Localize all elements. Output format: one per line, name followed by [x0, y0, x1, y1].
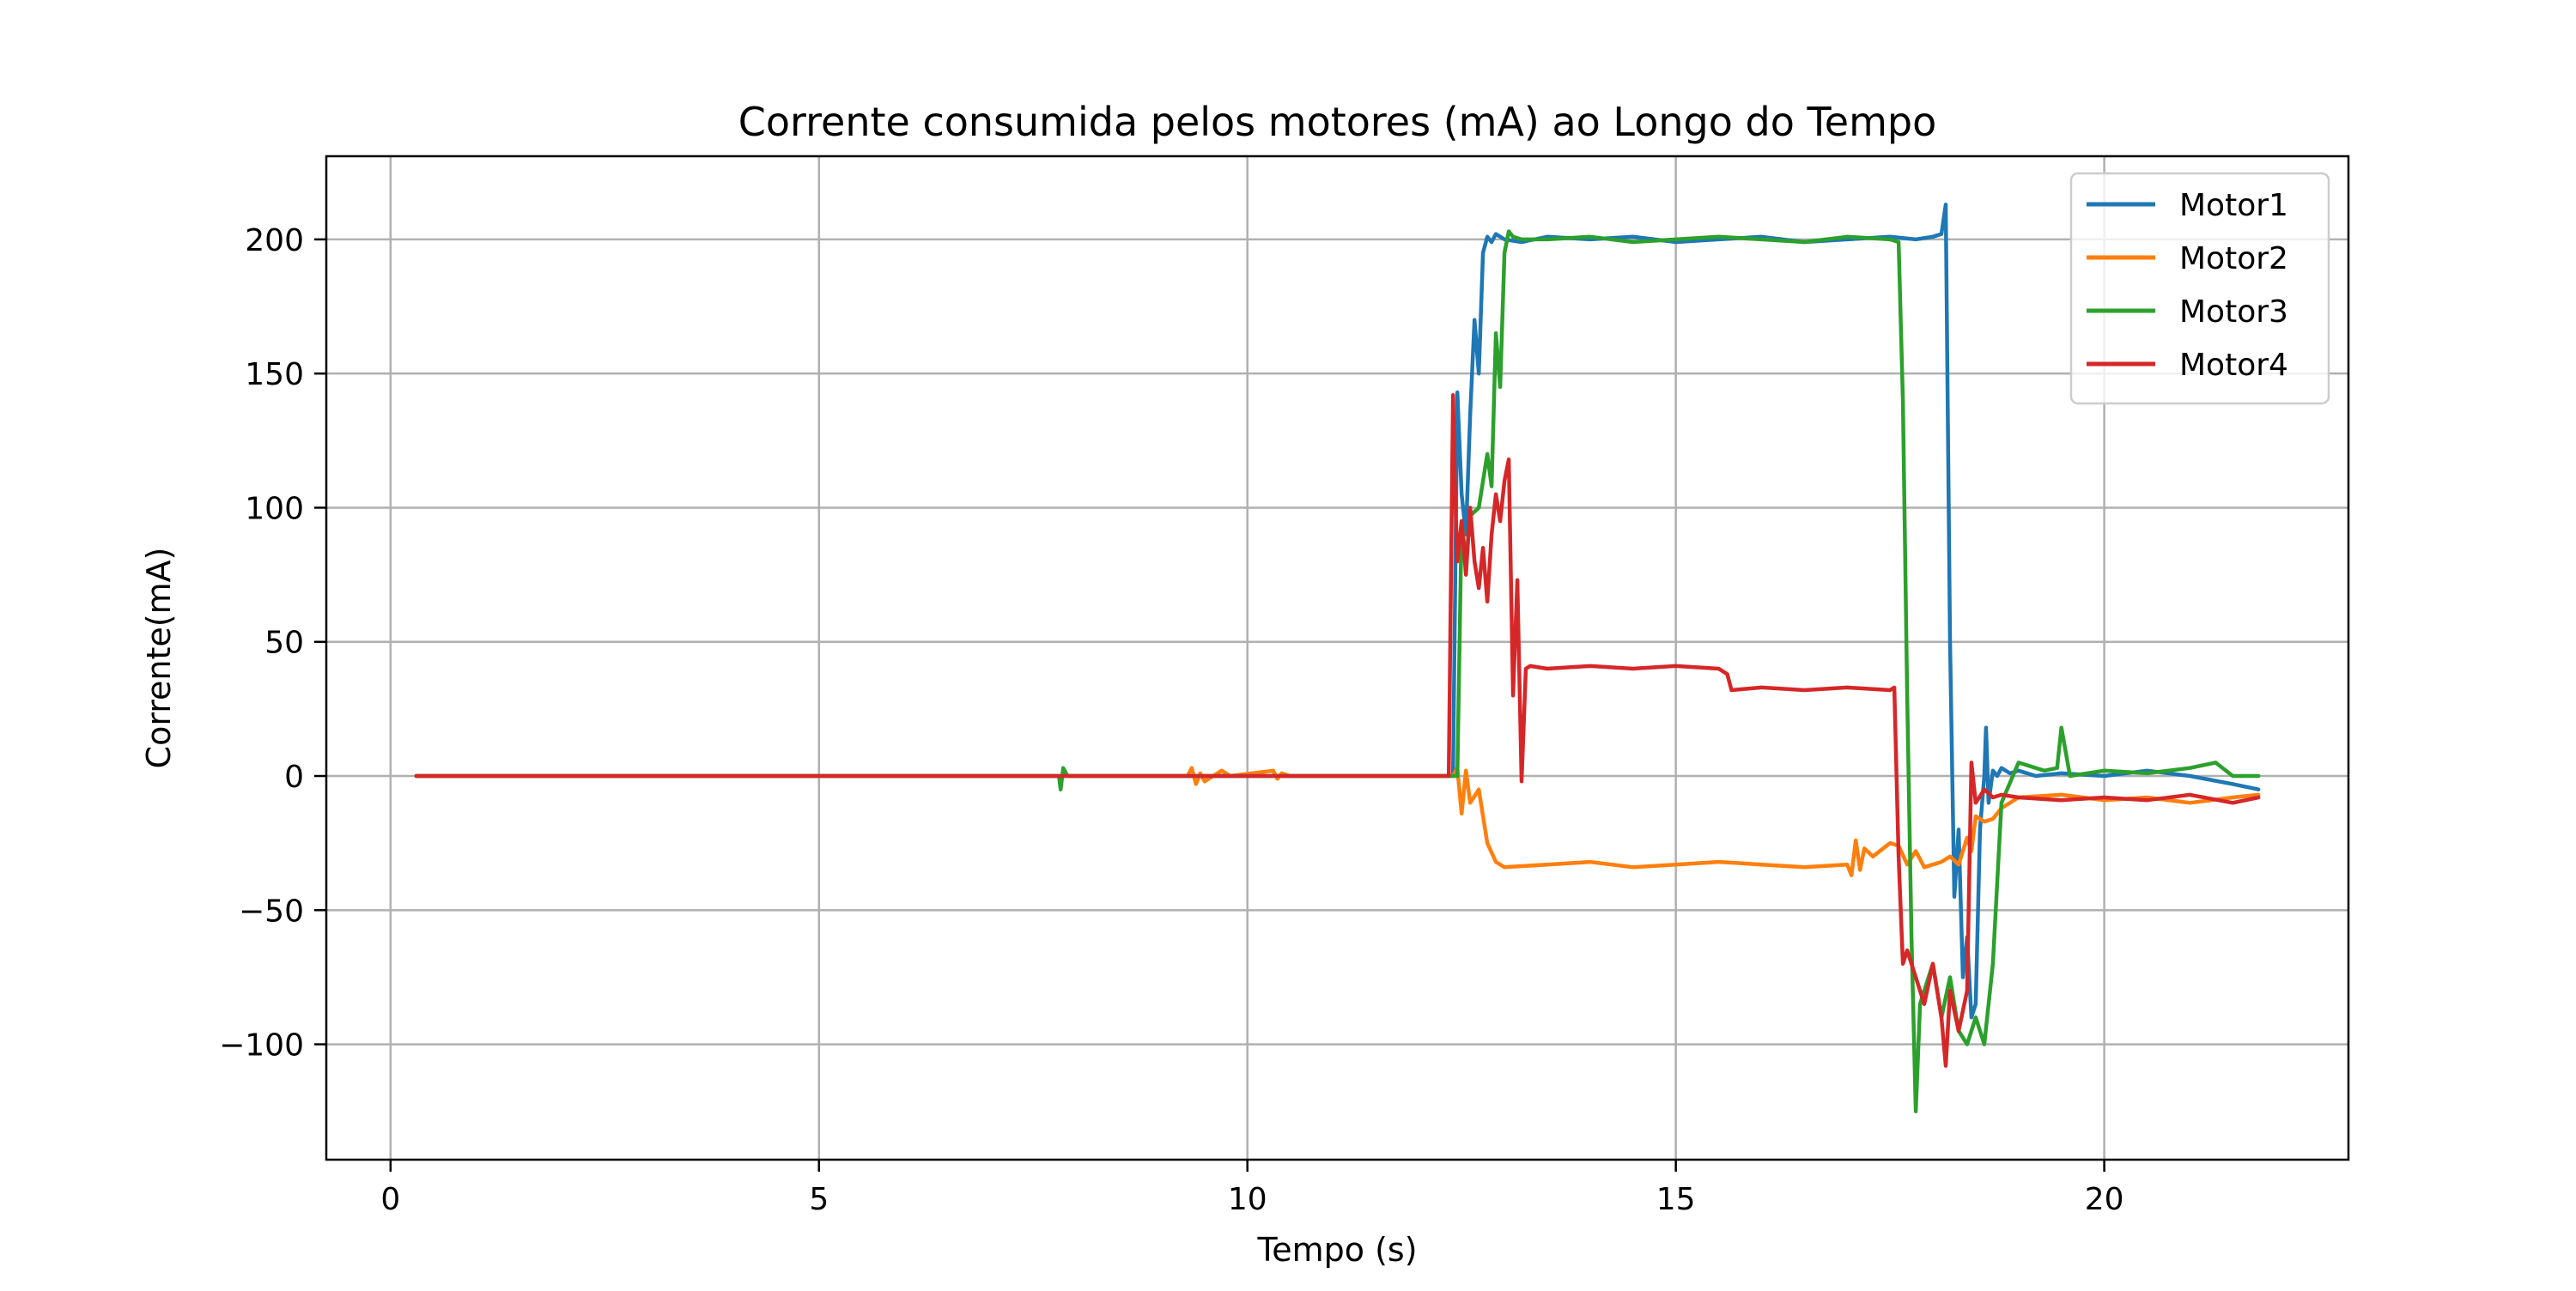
x-tick-label: 10: [1228, 1182, 1267, 1217]
legend-box: [2069, 172, 2330, 405]
y-tick-label: 100: [245, 491, 304, 526]
legend-label: Motor3: [2179, 294, 2288, 330]
series-line-motor1: [414, 203, 2261, 1020]
x-tick-label: 20: [2085, 1182, 2124, 1217]
legend-label: Motor4: [2179, 348, 2288, 383]
legend: Motor1 Motor2 Motor3 Motor4: [2069, 172, 2330, 405]
series-line-motor4: [414, 392, 2261, 1068]
y-tick-label: 200: [245, 223, 304, 258]
x-tick-label: 15: [1656, 1182, 1696, 1217]
series-line-motor2: [414, 766, 2261, 877]
y-tick-label: 150: [245, 357, 304, 392]
x-axis-label: Tempo (s): [1256, 1231, 1417, 1269]
legend-label: Motor1: [2179, 188, 2288, 223]
plot-frame: [325, 155, 2350, 1161]
series-line-motor3: [414, 229, 2261, 1113]
x-tick-label: 0: [380, 1182, 400, 1217]
y-tick-label: 50: [264, 626, 304, 661]
legend-label: Motor2: [2179, 241, 2288, 276]
x-tick-label: 5: [809, 1182, 829, 1217]
y-tick-label: −100: [219, 1028, 304, 1064]
y-tick-label: −50: [239, 894, 304, 929]
plot-series: [414, 203, 2261, 1113]
y-axis-label: Corrente(mA): [140, 548, 178, 769]
axis-ticks: 0 5 10 15 20 −100 −50 0 50 100 150 200: [219, 223, 2123, 1217]
y-tick-label: 0: [284, 760, 304, 795]
grid-lines: [326, 156, 2348, 1160]
chart-title: Corrente consumida pelos motores (mA) ao…: [738, 99, 1936, 145]
